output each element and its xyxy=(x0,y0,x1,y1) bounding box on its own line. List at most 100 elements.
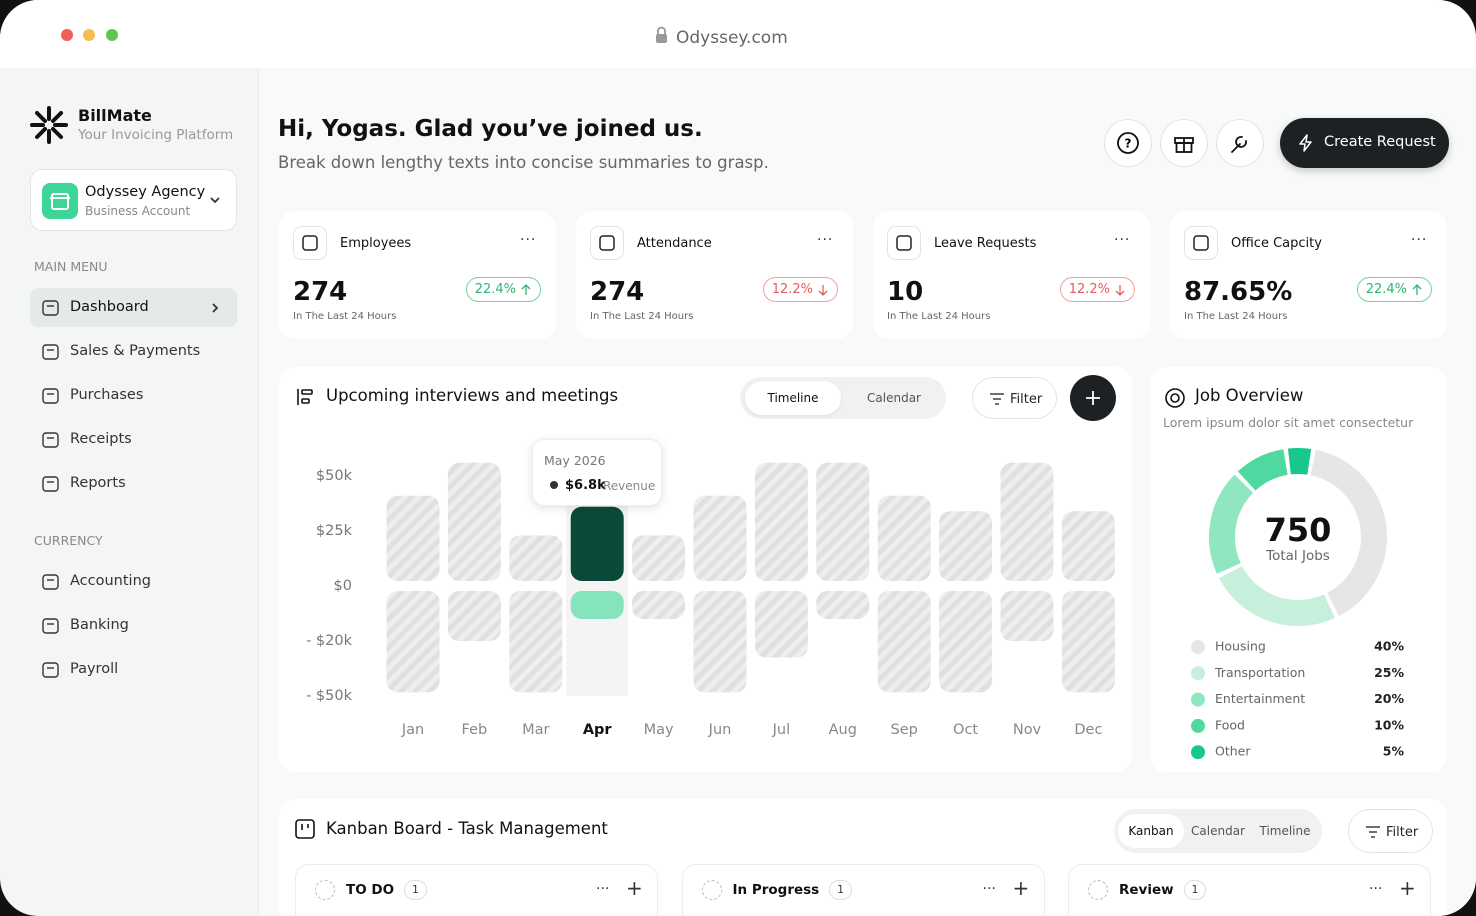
button-label: Create Request xyxy=(1324,134,1436,150)
icon-shape xyxy=(599,235,615,251)
add-task-button[interactable]: + xyxy=(1012,876,1030,900)
arrow xyxy=(521,284,531,295)
brand-logo xyxy=(30,106,68,144)
menu-item[interactable]: Receipts xyxy=(30,420,237,459)
stat-icon xyxy=(590,226,624,260)
close-dot[interactable] xyxy=(61,29,73,41)
tooltip-date: May 2026 xyxy=(544,453,606,468)
list-icon xyxy=(297,389,313,405)
arrow xyxy=(818,285,828,296)
menu-section-title: CURRENCY xyxy=(34,533,103,548)
filter-button[interactable]: Filter xyxy=(1348,809,1433,853)
help-button[interactable]: ? xyxy=(1104,119,1152,167)
menu-icon xyxy=(42,432,59,448)
stat-value: 274 xyxy=(590,277,645,307)
tab[interactable]: Calendar xyxy=(867,391,921,405)
add-task-button[interactable]: + xyxy=(626,876,643,900)
tab[interactable]: Kanban xyxy=(1128,824,1174,838)
more-button[interactable]: ··· xyxy=(982,881,996,897)
tab[interactable]: Timeline xyxy=(767,391,819,405)
icon-shape xyxy=(1193,235,1209,251)
legend-label: Other xyxy=(1215,744,1251,759)
trend-arrow xyxy=(1115,285,1125,296)
legend-label: Food xyxy=(1215,717,1245,732)
tools-button[interactable] xyxy=(1216,119,1264,167)
legend-value: 10% xyxy=(1374,717,1404,732)
tab[interactable]: Timeline xyxy=(1259,824,1311,838)
add-button[interactable] xyxy=(1068,375,1118,425)
menu-label: Dashboard xyxy=(70,299,149,315)
menu-label: Reports xyxy=(70,475,126,491)
change-value: 22.4% xyxy=(474,282,516,297)
menu-item[interactable]: Banking xyxy=(30,606,237,645)
view-tabs: Kanban Calendar Timeline xyxy=(1114,809,1322,853)
change-value: 12.2% xyxy=(771,282,813,297)
trend-arrow xyxy=(818,285,828,296)
change-badge: 22.4% xyxy=(465,277,541,302)
legend-dot xyxy=(1191,718,1205,733)
icon-shape xyxy=(42,300,59,316)
menu-item[interactable]: Accounting xyxy=(30,562,237,601)
donut-total: 750 xyxy=(1265,511,1332,549)
column-name: In Progress xyxy=(732,882,820,898)
bolt-icon xyxy=(1299,134,1312,152)
gift-button[interactable] xyxy=(1160,119,1208,167)
change-value: 12.2% xyxy=(1068,282,1110,297)
donut-total-label: Total Jobs xyxy=(1265,548,1330,564)
menu-label: Accounting xyxy=(70,573,151,589)
create-request-button[interactable]: Create Request xyxy=(1280,118,1449,168)
status-circle xyxy=(1088,880,1108,900)
menu-label: Sales & Payments xyxy=(70,343,201,359)
maximize-dot[interactable] xyxy=(106,29,118,41)
menu-section-title: MAIN MENU xyxy=(34,259,108,274)
menu-item[interactable]: Reports xyxy=(30,464,237,503)
arrow xyxy=(1115,285,1125,296)
menu-item[interactable]: Dashboard xyxy=(30,288,237,327)
tooltip-dot xyxy=(550,481,558,489)
stat-title: Office Capcity xyxy=(1231,236,1322,251)
menu-icon xyxy=(42,574,59,590)
more-button[interactable]: ··· xyxy=(1369,881,1383,897)
donut-segment xyxy=(1287,448,1312,475)
menu-item[interactable]: Purchases xyxy=(30,376,237,415)
stat-card: Attendance ··· 274 In The Last 24 Hours 12.2… xyxy=(576,211,853,339)
meetings-panel: Upcoming interviews and meetings Timelin… xyxy=(279,367,1132,772)
lock-icon xyxy=(656,34,667,43)
tab[interactable]: Calendar xyxy=(1191,824,1245,838)
menu-label: Purchases xyxy=(70,387,144,403)
menu-label: Banking xyxy=(70,617,129,633)
legend-value: 40% xyxy=(1374,639,1404,654)
stat-note: In The Last 24 Hours xyxy=(590,311,694,322)
chart-icon xyxy=(1165,388,1185,408)
icon-shape xyxy=(42,618,59,634)
more-button[interactable]: ··· xyxy=(817,232,834,248)
menu-icon xyxy=(42,662,59,678)
account-switcher[interactable]: Odyssey Agency Business Account xyxy=(30,169,237,231)
more-button[interactable]: ··· xyxy=(1114,232,1131,248)
account-name: Odyssey Agency xyxy=(85,184,206,200)
kanban-column: Review 1 ··· + xyxy=(1068,864,1431,916)
stat-card: Office Capcity ··· 87.65% In The Last 24 Ho… xyxy=(1170,211,1447,339)
donut-segment xyxy=(1219,565,1335,626)
menu-icon xyxy=(42,344,59,360)
menu-item[interactable]: Sales & Payments xyxy=(30,332,237,371)
more-button[interactable]: ··· xyxy=(596,881,610,897)
donut-segment xyxy=(1310,449,1387,616)
kanban-column: In Progress 1 ··· + xyxy=(681,864,1045,916)
column-header: TO DO 1 xyxy=(346,880,427,900)
menu-label: Receipts xyxy=(70,431,132,447)
more-button[interactable]: ··· xyxy=(520,232,537,248)
brand-tagline: Your Invoicing Platform xyxy=(78,127,234,143)
filter-button[interactable]: Filter xyxy=(972,377,1057,419)
change-value: 22.4% xyxy=(1365,282,1407,297)
more-button[interactable]: ··· xyxy=(1411,232,1428,248)
lock-shackle xyxy=(657,26,666,34)
minimize-dot[interactable] xyxy=(83,29,95,41)
chevron-path xyxy=(212,303,219,313)
legend-value: 25% xyxy=(1374,665,1404,680)
add-task-button[interactable]: + xyxy=(1399,876,1416,900)
menu-item[interactable]: Payroll xyxy=(30,650,237,689)
stat-icon xyxy=(887,226,921,260)
legend-dot xyxy=(1191,666,1205,681)
